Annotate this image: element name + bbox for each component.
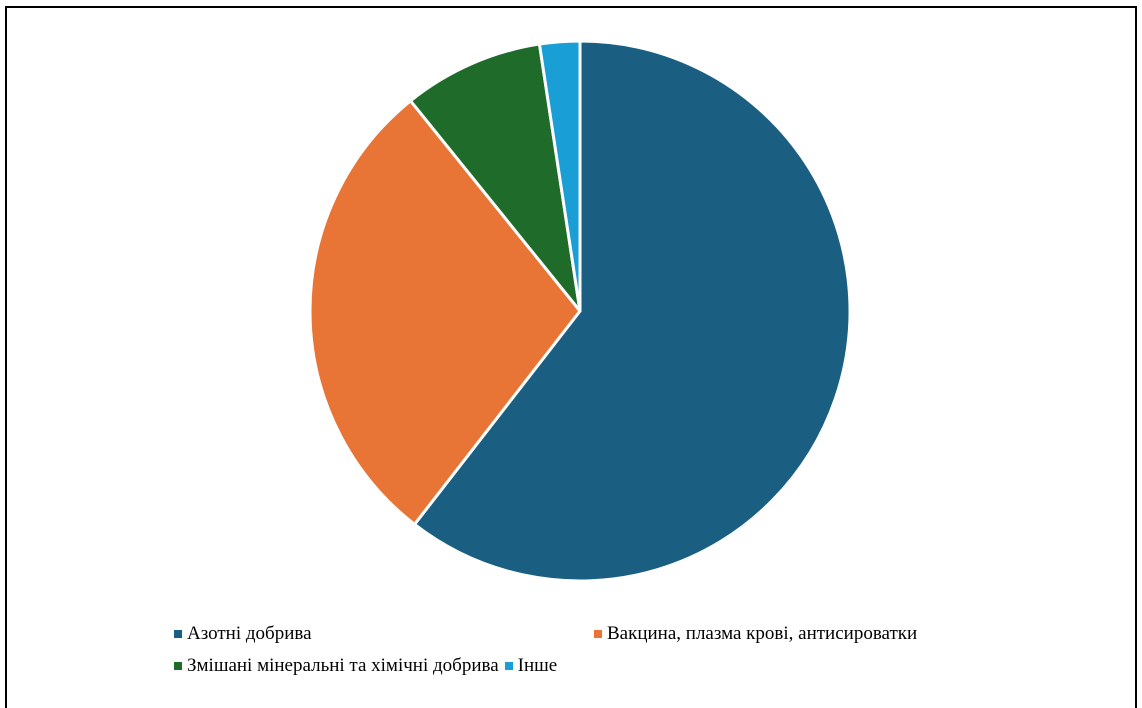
pie-slice-1 <box>308 99 582 526</box>
legend-label: Змішані мінеральні та хімічні добрива <box>187 655 499 676</box>
pie-slice-0 <box>413 39 852 583</box>
legend-swatch <box>594 630 602 638</box>
legend-row: Змішані мінеральні та хімічні добрива Ін… <box>174 650 1054 682</box>
pie-slice-3 <box>537 39 582 313</box>
chart-frame <box>5 6 1137 708</box>
legend-swatch <box>174 662 182 670</box>
legend-label: Азотні добрива <box>187 623 312 644</box>
legend-item-vaccine: Вакцина, плазма крові, антисироватки <box>594 623 917 645</box>
legend-item-other: Інше <box>504 655 558 677</box>
pie-slice-2 <box>409 42 582 313</box>
legend-label: Вакцина, плазма крові, антисироватки <box>607 623 918 644</box>
legend-label: Інше <box>517 655 558 676</box>
legend-item-nitrogen: Азотні добрива <box>174 623 594 645</box>
legend-swatch <box>174 630 182 638</box>
legend-item-mixed: Змішані мінеральні та хімічні добрива <box>174 655 499 677</box>
legend-swatch <box>504 662 513 670</box>
legend-row: Азотні добрива Вакцина, плазма крові, ан… <box>174 618 1054 650</box>
legend: Азотні добрива Вакцина, плазма крові, ан… <box>174 618 1054 682</box>
